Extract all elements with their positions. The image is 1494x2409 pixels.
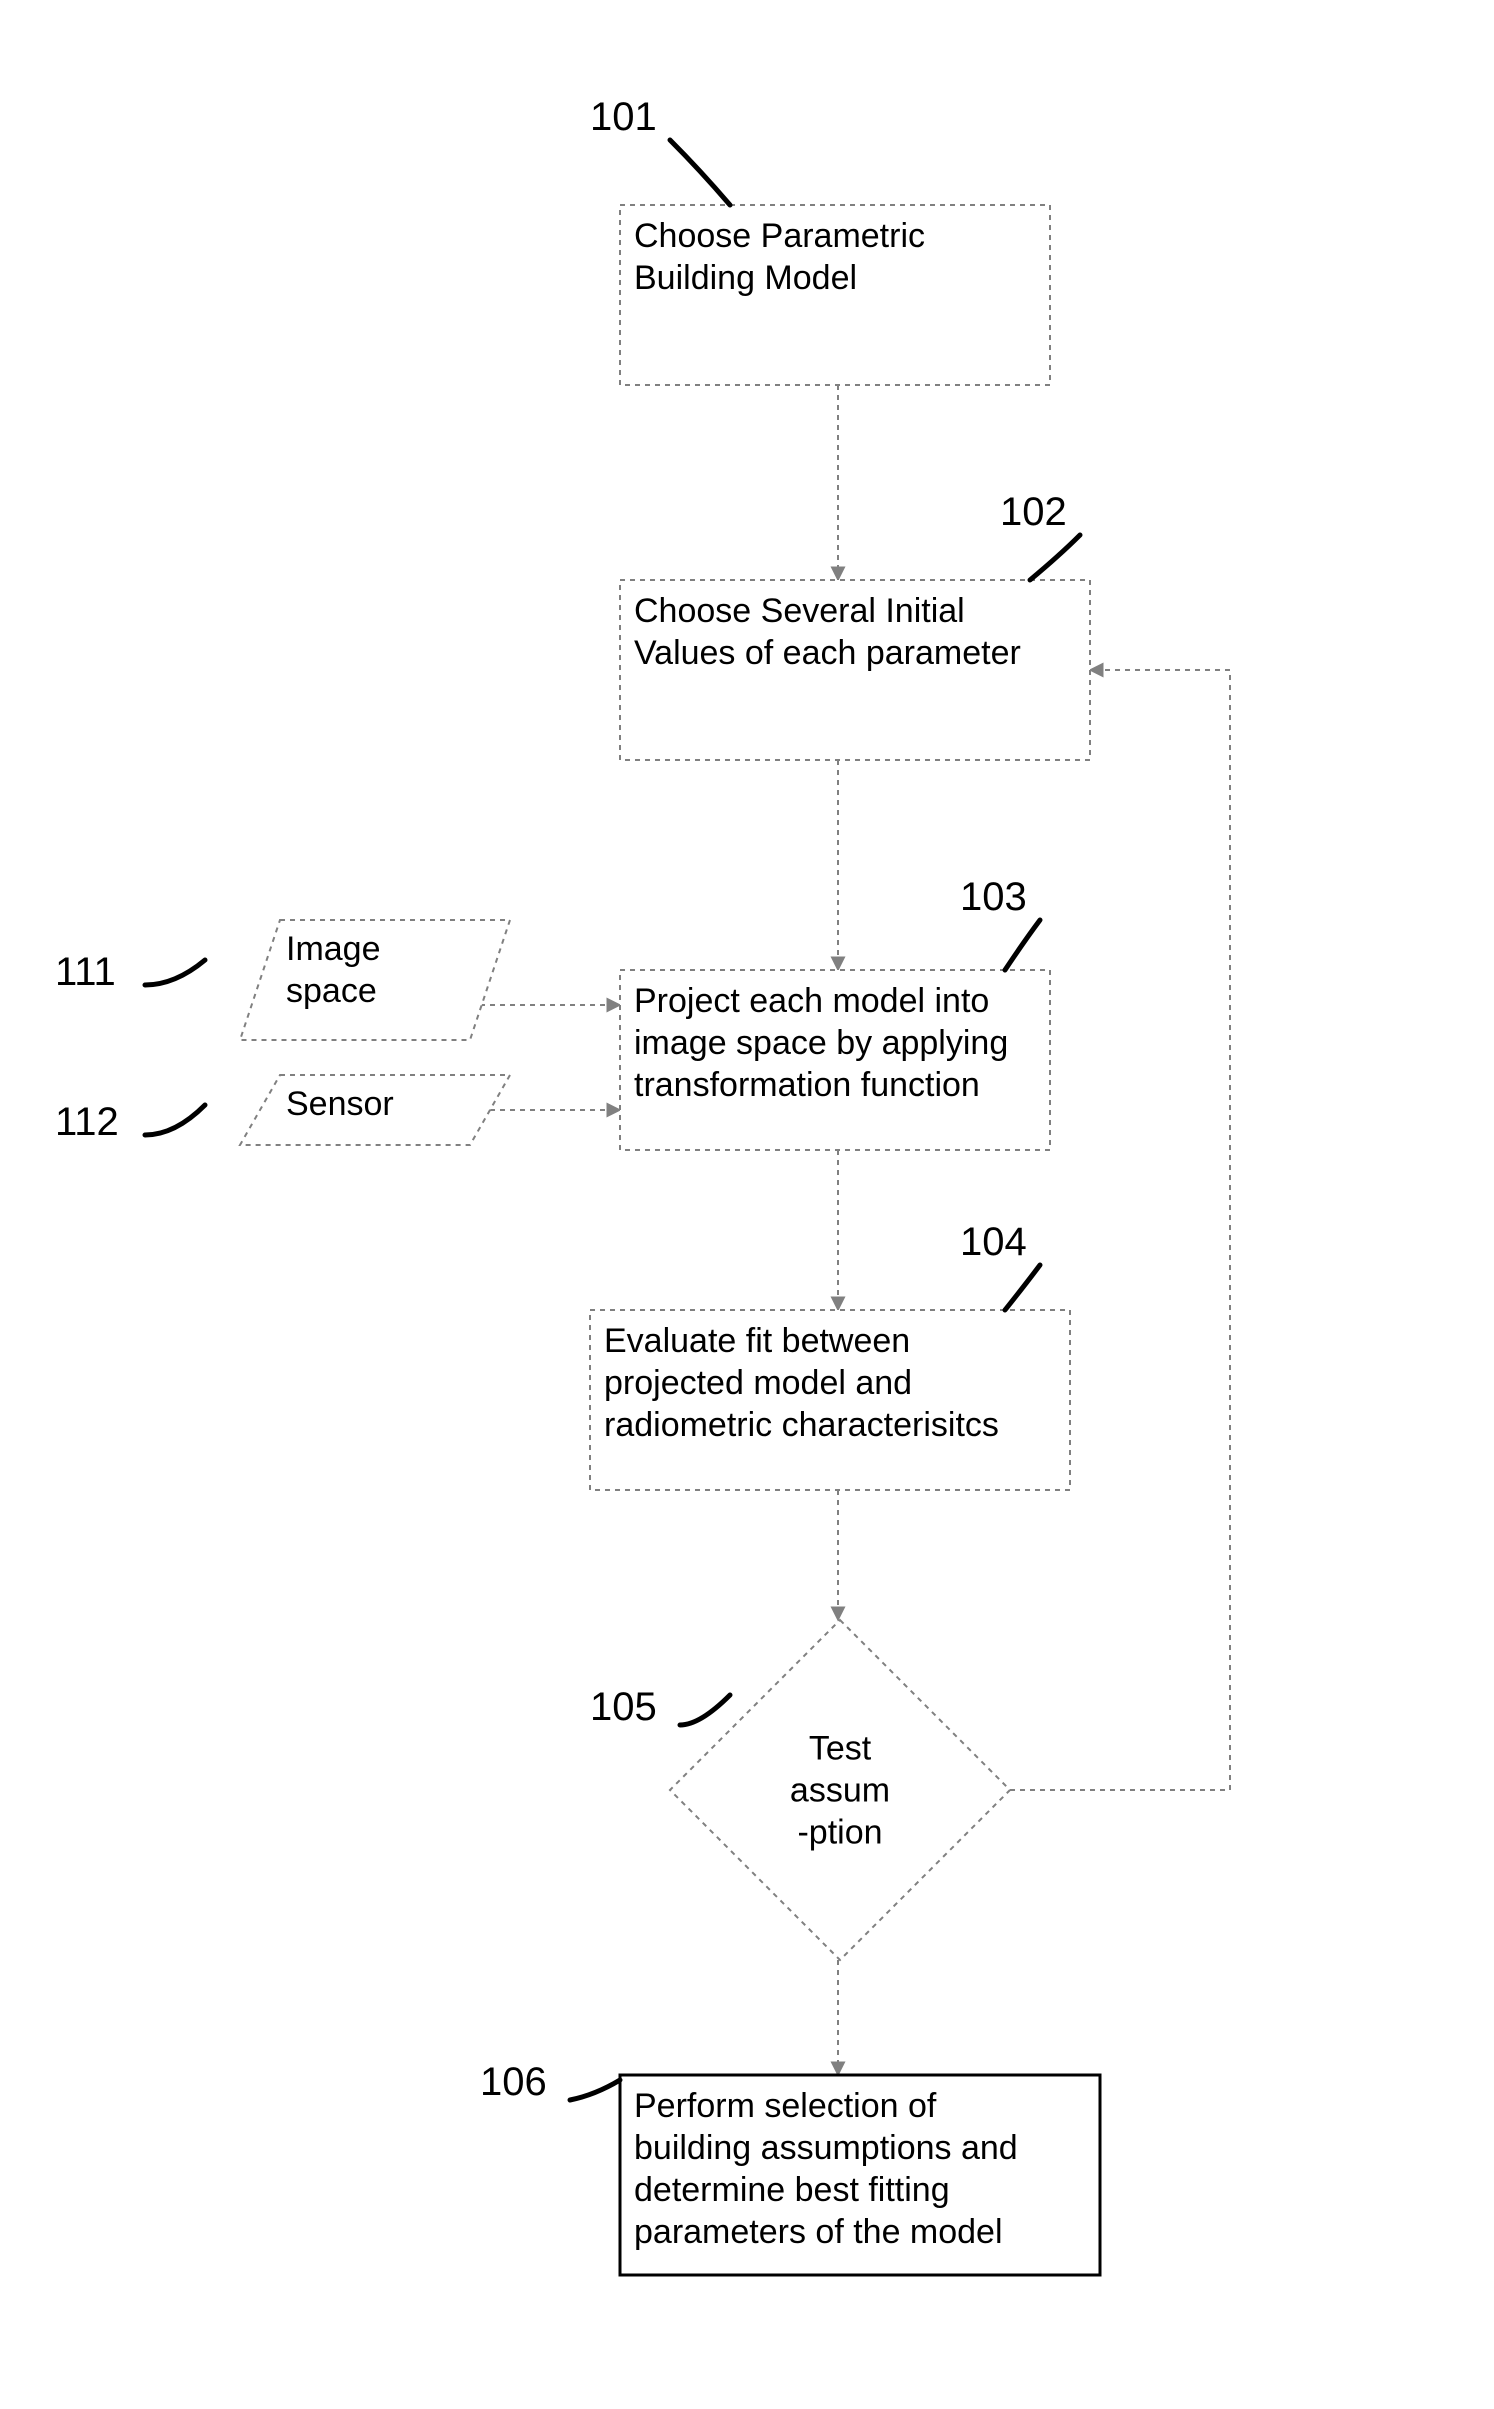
node-n111-line-0: Image <box>286 930 381 968</box>
node-n104-line-2: radiometric characterisitcs <box>604 1406 999 1444</box>
node-n106: Perform selection of building assumptions… <box>620 2075 1100 2275</box>
node-n106-line-0: Perform selection of <box>634 2087 937 2125</box>
node-n101-line-0: Choose Parametric <box>634 217 925 255</box>
callout-111-label: 111 <box>55 950 116 994</box>
node-n105-line-0: Test <box>809 1729 872 1767</box>
callout-106: 106 <box>480 2060 620 2104</box>
node-n105: Test assum -ption <box>670 1620 1010 1960</box>
callout-112-label: 112 <box>55 1100 119 1144</box>
callout-101-label: 101 <box>590 95 657 139</box>
node-n106-line-3: parameters of the model <box>634 2213 1003 2251</box>
callout-102-label: 102 <box>1000 490 1067 534</box>
callout-112: 112 <box>55 1100 205 1144</box>
node-n102: Choose Several Initial Values of each par… <box>620 580 1090 760</box>
node-n105-line-1: assum <box>790 1771 890 1809</box>
node-n105-line-2: -ption <box>797 1813 882 1851</box>
callout-106-label: 106 <box>480 2060 547 2104</box>
node-n112-line-0: Sensor <box>286 1085 394 1123</box>
node-n101-line-1: Building Model <box>634 259 857 297</box>
node-n101: Choose Parametric Building Model <box>620 205 1050 385</box>
callout-104: 104 <box>960 1220 1040 1310</box>
callout-102: 102 <box>1000 490 1080 580</box>
edge-n105-n102 <box>1010 670 1230 1790</box>
node-n103: Project each model into image space by ap… <box>620 970 1050 1150</box>
node-n111-line-1: space <box>286 972 377 1010</box>
node-n106-line-2: determine best fitting <box>634 2171 950 2209</box>
node-n111: Image space <box>240 920 510 1040</box>
node-n104-line-0: Evaluate fit between <box>604 1322 910 1360</box>
node-n106-line-1: building assumptions and <box>634 2129 1018 2167</box>
node-n104-line-1: projected model and <box>604 1364 912 1402</box>
node-n102-line-1: Values of each parameter <box>634 634 1021 672</box>
node-n103-line-1: image space by applying <box>634 1024 1008 1062</box>
callout-103: 103 <box>960 875 1040 970</box>
node-n104: Evaluate fit between projected model and r… <box>590 1310 1070 1490</box>
node-n103-line-2: transformation function <box>634 1066 980 1104</box>
callout-105-label: 105 <box>590 1685 657 1729</box>
callout-103-label: 103 <box>960 875 1027 919</box>
callout-104-label: 104 <box>960 1220 1027 1264</box>
node-n103-line-0: Project each model into <box>634 982 989 1020</box>
callout-105: 105 <box>590 1685 730 1729</box>
node-n102-line-0: Choose Several Initial <box>634 592 965 630</box>
callout-111: 111 <box>55 950 205 994</box>
node-n112: Sensor <box>240 1075 510 1145</box>
callout-101: 101 <box>590 95 730 205</box>
